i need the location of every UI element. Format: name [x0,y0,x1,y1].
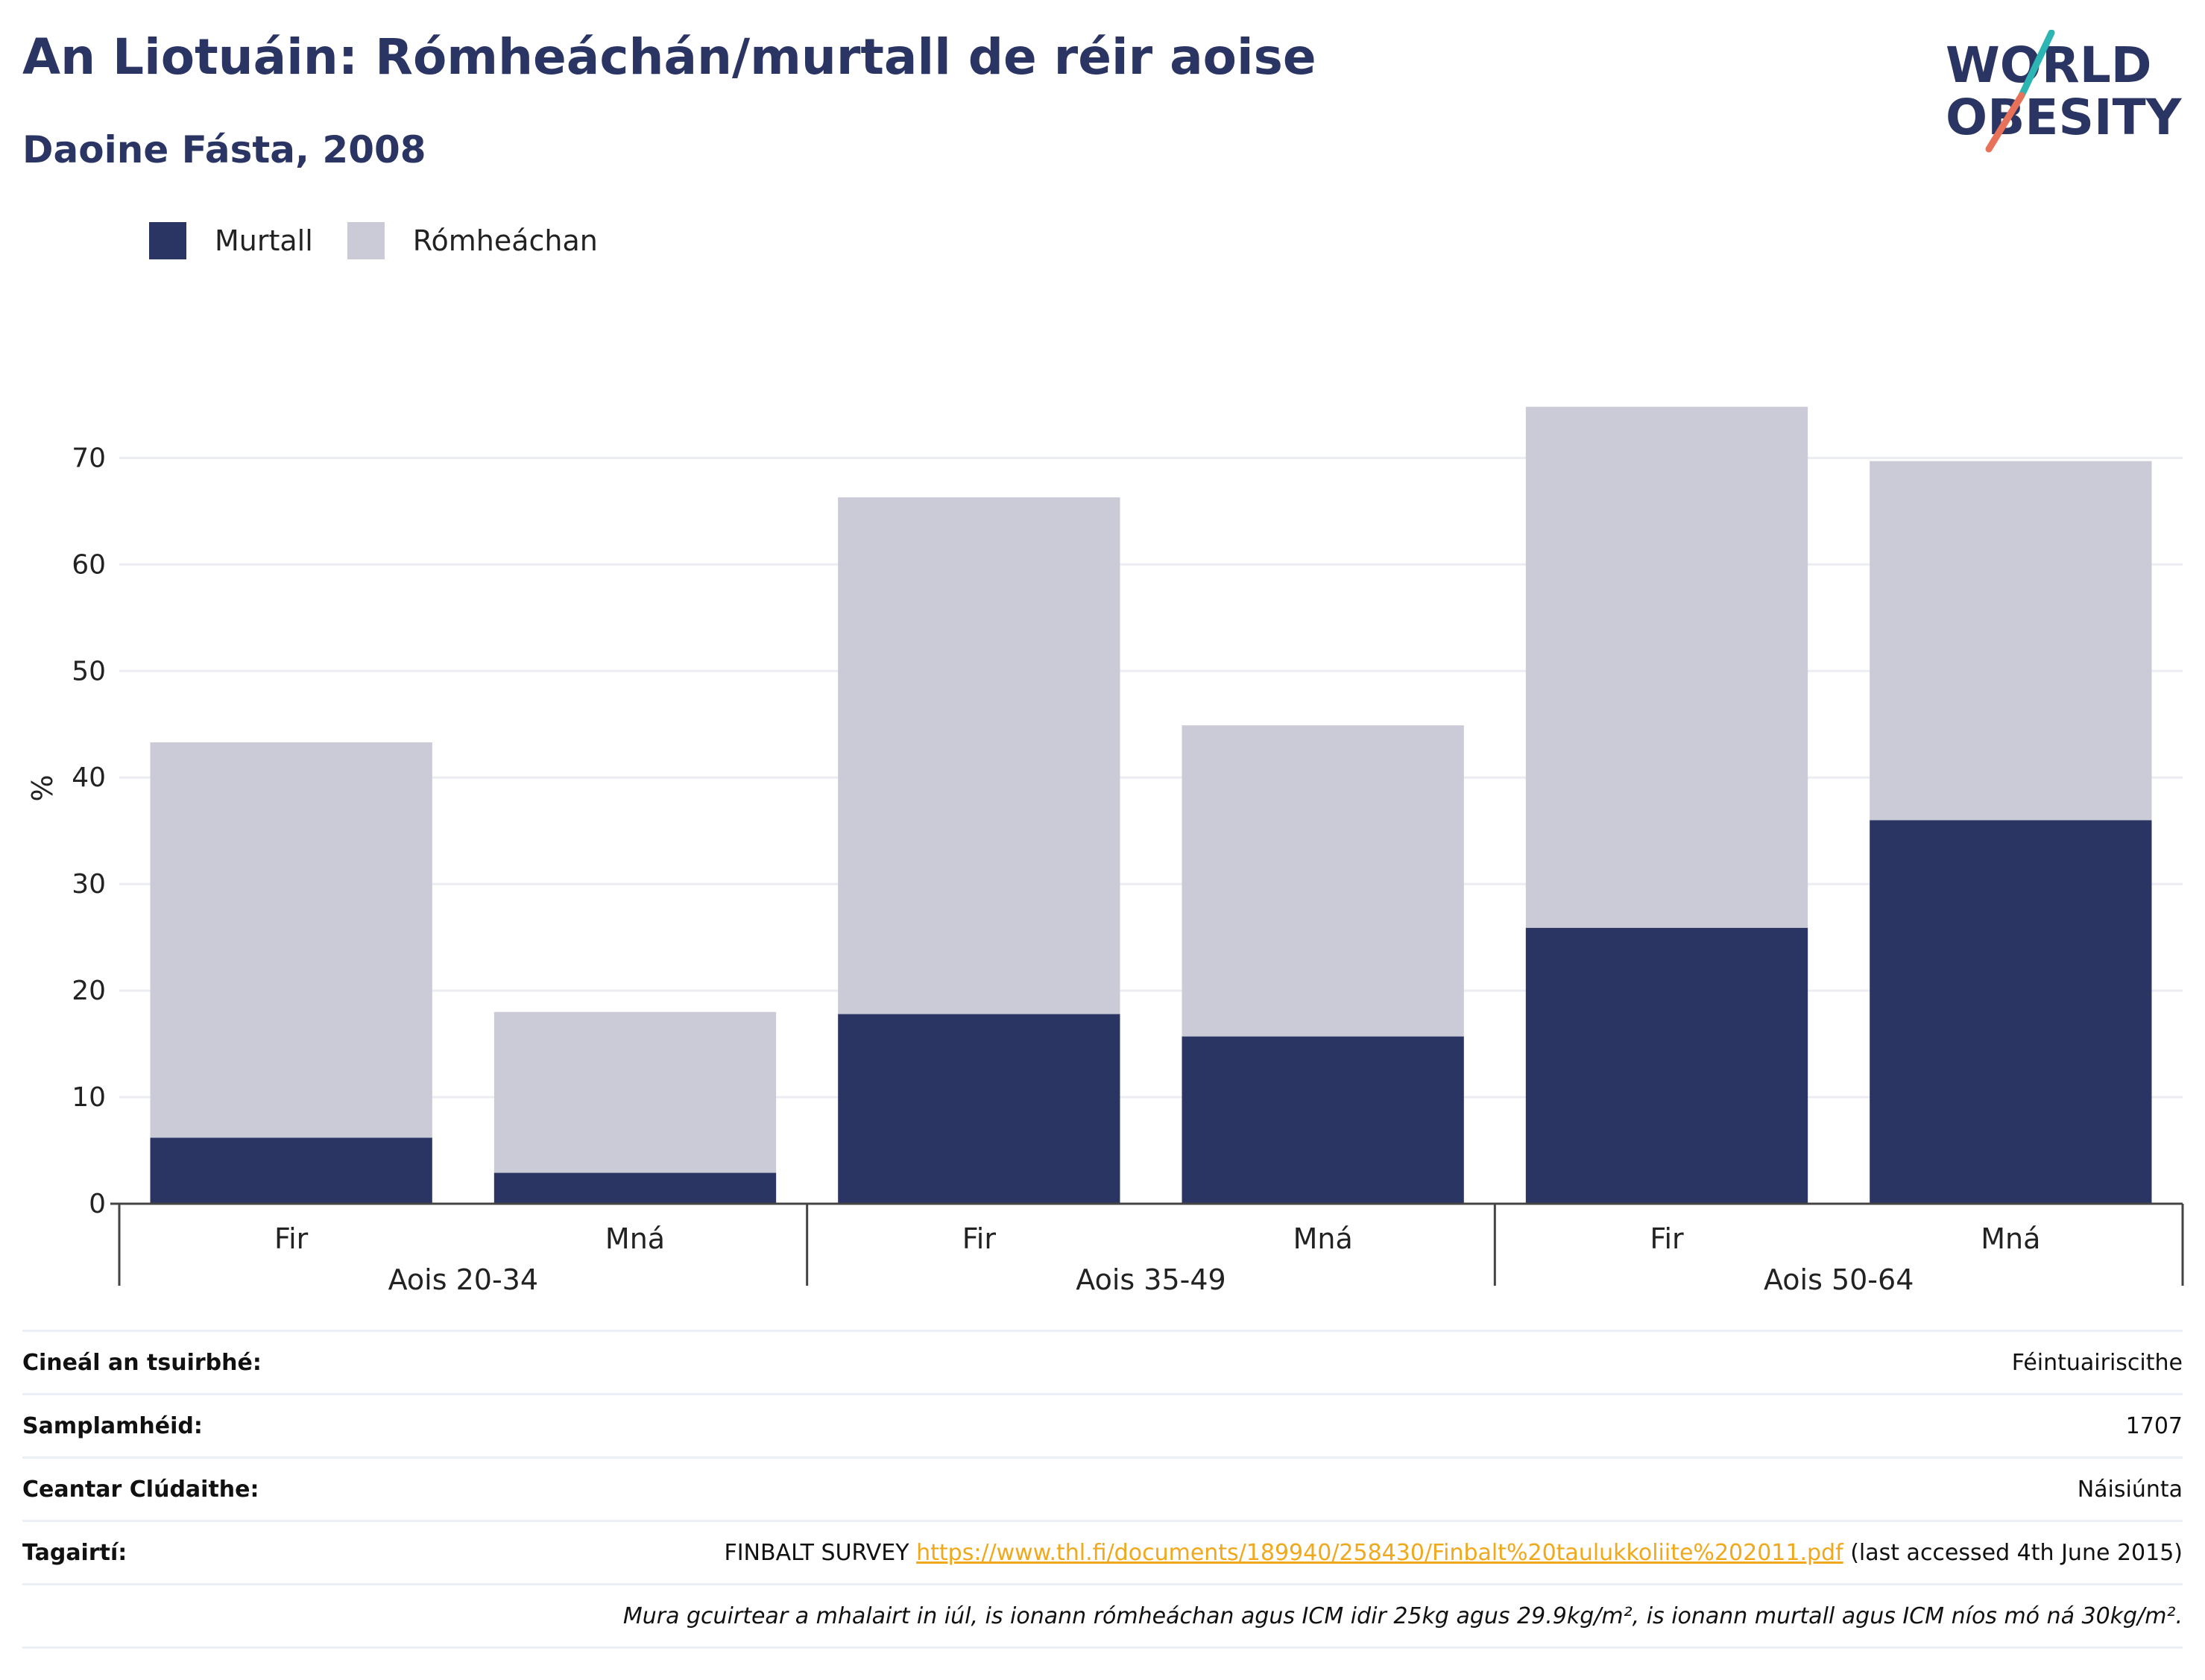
info-row-area: Ceantar Clúdaithe: Náisiúnta [22,1459,2183,1522]
y-tick-label: 20 [72,976,106,1006]
legend-label-obese: Murtall [215,224,313,257]
info-row-references: Tagairtí: FINBALT SURVEY https://www.thl… [22,1522,2183,1585]
info-row-note: Mura gcuirtear a mhalairt in iúl, is ion… [22,1585,2183,1649]
bar-overweight [1870,461,2152,821]
bar-obese [493,1172,777,1204]
survey-info-table: Cineál an tsuirbhé: Féintuairiscithe Sam… [22,1330,2183,1649]
x-tick-label: Fir [274,1222,309,1255]
bar-overweight [150,742,432,1138]
grid-lines [119,456,2183,1099]
references-link[interactable]: https://www.thl.fi/documents/189940/2584… [916,1539,1843,1566]
references-value: FINBALT SURVEY https://www.thl.fi/docume… [724,1540,2183,1566]
legend-swatch-overweight [347,222,385,259]
group-label: Aois 35-49 [1076,1263,1225,1296]
y-tick-label: 50 [72,656,106,686]
survey-type-value: Féintuairiscithe [2011,1349,2183,1376]
group-label: Aois 20-34 [388,1263,538,1296]
legend-item-overweight[interactable]: Rómheáchan [347,222,598,259]
x-tick-label: Fir [962,1222,997,1255]
bar-overweight [1525,406,1808,928]
survey-type-label: Cineál an tsuirbhé: [22,1349,262,1376]
area-value: Náisiúnta [2077,1476,2183,1503]
y-tick-label: 10 [72,1082,106,1113]
y-tick-label: 70 [72,443,106,473]
logo-line2: OBESITY [1946,89,2183,146]
legend: Murtall Rómheáchan [149,220,632,262]
chart-subtitle: Daoine Fásta, 2008 [22,128,426,171]
bar-overweight [493,1011,777,1173]
legend-label-overweight: Rómheáchan [412,224,598,257]
area-label: Ceantar Clúdaithe: [22,1476,259,1503]
y-tick-label: 40 [72,762,106,793]
x-tick-label: Mná [605,1222,665,1255]
y-axis-label: % [26,774,59,801]
references-suffix: (last accessed 4th June 2015) [1850,1539,2183,1566]
sample-size-label: Samplamhéid: [22,1412,203,1439]
bar-obese [1870,820,2152,1204]
bar-overweight [838,497,1120,1014]
x-tick-label: Mná [1293,1222,1353,1255]
bars [150,406,2152,1204]
x-tick-label: Mná [1981,1222,2040,1255]
chart-title: An Liotuáin: Rómheáchán/murtall de réir … [22,28,1316,86]
references-label: Tagairtí: [22,1539,127,1566]
bar-obese [1182,1036,1464,1204]
group-label: Aois 50-64 [1764,1263,1914,1296]
y-tick-label: 0 [89,1189,106,1219]
legend-item-obese[interactable]: Murtall [149,222,313,259]
bar-obese [150,1137,432,1204]
x-tick-label: Fir [1650,1222,1684,1255]
tick-labels: 0 10 20 30 40 50 60 70% Fir Mná Aois 20-34 Fir Mná Ao… [26,443,2040,1296]
axes [110,1202,2184,1286]
y-tick-label: 60 [72,549,106,580]
stacked-bar-chart: 0 10 20 30 40 50 60 70% Fir Mná Aois 20-34 Fir Mná Ao… [26,406,2184,1296]
bar-obese [1525,927,1808,1204]
info-row-survey-type: Cineál an tsuirbhé: Féintuairiscithe [22,1330,2183,1395]
y-tick-label: 30 [72,869,106,900]
legend-swatch-obese [149,222,186,259]
bar-overweight [1182,725,1464,1037]
definition-note: Mura gcuirtear a mhalairt in iúl, is ion… [622,1602,2183,1629]
references-prefix: FINBALT SURVEY [724,1539,909,1566]
bar-obese [838,1014,1120,1204]
sample-size-value: 1707 [2125,1412,2183,1439]
info-row-sample-size: Samplamhéid: 1707 [22,1395,2183,1459]
world-obesity-logo: WORLD OBESITY [1946,30,2183,153]
